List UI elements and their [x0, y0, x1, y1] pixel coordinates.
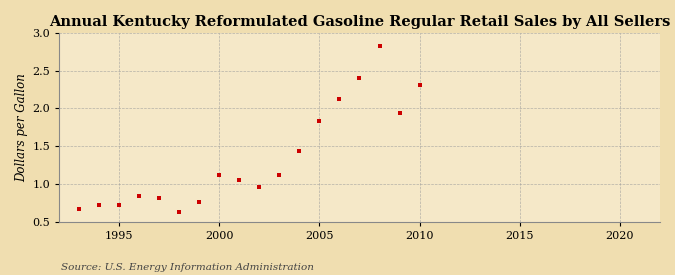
- Point: [154, 196, 165, 200]
- Point: [234, 178, 244, 182]
- Point: [254, 185, 265, 189]
- Point: [354, 76, 365, 81]
- Point: [74, 207, 84, 211]
- Point: [134, 194, 144, 198]
- Point: [214, 173, 225, 177]
- Point: [94, 203, 105, 207]
- Point: [314, 118, 325, 123]
- Y-axis label: Dollars per Gallon: Dollars per Gallon: [15, 73, 28, 182]
- Point: [334, 97, 345, 101]
- Point: [294, 148, 305, 153]
- Point: [113, 203, 124, 207]
- Point: [194, 200, 205, 204]
- Point: [173, 210, 184, 214]
- Point: [274, 173, 285, 177]
- Point: [414, 83, 425, 87]
- Point: [394, 111, 405, 115]
- Text: Source: U.S. Energy Information Administration: Source: U.S. Energy Information Administ…: [61, 263, 314, 271]
- Title: Annual Kentucky Reformulated Gasoline Regular Retail Sales by All Sellers: Annual Kentucky Reformulated Gasoline Re…: [49, 15, 670, 29]
- Point: [374, 43, 385, 48]
